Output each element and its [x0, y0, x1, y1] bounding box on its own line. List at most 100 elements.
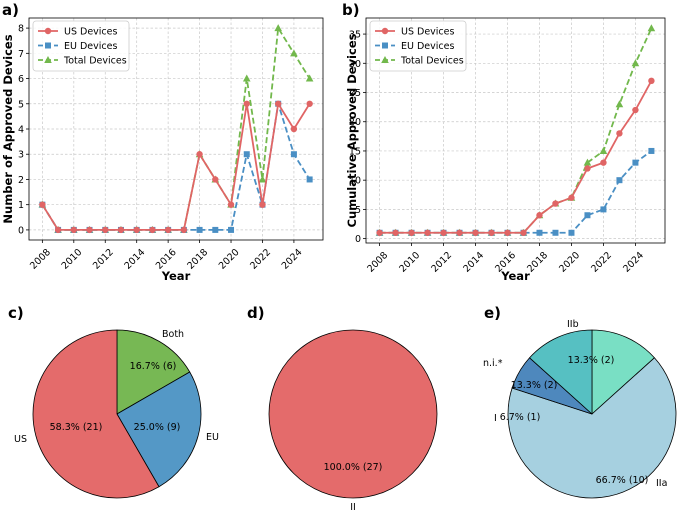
- pie-category-label: Both: [162, 329, 184, 340]
- y-tick-label: 5: [18, 99, 24, 110]
- line-chart-b: 2008 2010 2012 2014 2016 2018 2020 2022 20240510…: [345, 17, 666, 283]
- data-point-circle: [149, 226, 156, 234]
- data-point-triangle: [290, 49, 298, 57]
- data-point-circle: [259, 201, 266, 208]
- y-tick-label: 35: [349, 30, 361, 41]
- data-point-circle: [243, 100, 250, 107]
- legend-box: [32, 20, 130, 72]
- data-point-circle: [290, 125, 298, 133]
- pie-slice-us: [32, 329, 160, 499]
- series-line-us-devices: [379, 80, 653, 234]
- legend-label: US Devices: [401, 27, 454, 38]
- data-point-circle: [196, 151, 203, 158]
- data-point-circle: [212, 176, 219, 183]
- data-point-circle: [39, 201, 46, 208]
- y-axis-title: Cumulative Approved Devices: [345, 33, 359, 227]
- x-tick-label: 2008: [28, 247, 53, 272]
- data-point-circle: [392, 229, 399, 236]
- y-tick-label: 2: [18, 175, 24, 186]
- data-point-circle: [488, 229, 495, 236]
- panel-label-b: b): [342, 1, 360, 19]
- legend-box: [369, 20, 467, 72]
- legend-label: EU Devices: [64, 41, 117, 52]
- data-point-triangle: [631, 59, 640, 67]
- x-tick-label: 2014: [461, 250, 486, 275]
- data-point-square: [552, 229, 559, 236]
- data-point-circle: [472, 229, 479, 236]
- series-line-us-devices: [41, 102, 311, 231]
- data-point-circle: [381, 27, 389, 35]
- x-axis-title: Year: [161, 269, 191, 283]
- legend-label: Total Devices: [400, 56, 464, 67]
- data-point-circle: [568, 194, 575, 201]
- panel-label-a: a): [2, 1, 19, 19]
- pie-slice-both: [116, 329, 191, 415]
- panel-label-e: e): [484, 304, 501, 322]
- data-point-triangle: [599, 146, 608, 154]
- pie-chart-e: 13.3% (2) IIb 66.7% (10) IIa 6.7% (1)I 13.3% …: [483, 319, 677, 499]
- x-tick-label: 2020: [217, 247, 242, 272]
- y-tick-label: 10: [349, 176, 361, 187]
- data-point-circle: [164, 226, 172, 234]
- pie-percent-label: 13.3% (2): [568, 355, 615, 366]
- data-point-triangle: [615, 100, 624, 108]
- y-tick-label: 7: [18, 49, 24, 60]
- data-point-square: [632, 159, 639, 166]
- data-point-square: [536, 229, 543, 236]
- data-point-square: [243, 151, 250, 158]
- data-point-circle: [86, 226, 93, 234]
- pie-category-label: n.i.*: [483, 358, 503, 369]
- y-tick-label: 6: [18, 74, 24, 85]
- y-tick-label: 30: [349, 59, 361, 70]
- x-tick-label: 2012: [91, 247, 116, 272]
- y-tick-label: 0: [355, 234, 361, 245]
- pie-chart-c: 16.7% (6) Both 25.0% (9) EU 58.3% (21) US: [14, 329, 219, 499]
- data-point-circle: [408, 229, 415, 236]
- data-point-square: [290, 151, 297, 158]
- y-tick-label: 1: [18, 200, 24, 211]
- y-tick-label: 8: [18, 24, 24, 35]
- pie-percent-label: 16.7% (6): [130, 361, 177, 372]
- panel-label-c: c): [8, 304, 24, 322]
- data-point-circle: [274, 100, 282, 107]
- data-point-circle: [504, 229, 511, 236]
- pie-chart-d: 100.0% (27) II: [268, 329, 438, 513]
- pie-category-label: IIa: [656, 478, 667, 489]
- panel-label-d: d): [247, 304, 265, 322]
- pie-percent-label: 66.7% (10): [596, 475, 649, 486]
- pie-slice-iib: [591, 329, 655, 415]
- data-point-circle: [520, 229, 527, 236]
- data-point-square: [196, 226, 203, 233]
- data-point-circle: [102, 226, 109, 234]
- data-point-square: [212, 226, 219, 233]
- data-point-circle: [600, 159, 607, 166]
- data-point-triangle: [583, 158, 592, 166]
- data-point-square: [382, 42, 388, 49]
- legend-label: EU Devices: [401, 41, 454, 52]
- y-tick-label: 20: [349, 117, 361, 128]
- data-point-square: [584, 212, 591, 219]
- data-point-circle: [376, 229, 383, 236]
- legend-label: US Devices: [64, 27, 117, 38]
- series-line-eu-devices: [41, 102, 311, 231]
- data-point-circle: [536, 212, 543, 219]
- x-tick-label: 2024: [280, 247, 305, 272]
- data-point-circle: [616, 130, 623, 137]
- data-point-circle: [180, 226, 188, 234]
- data-point-square: [568, 229, 575, 236]
- data-point-circle: [44, 27, 52, 35]
- pie-slice-iia: [507, 357, 677, 499]
- pie-slice-ii: [268, 329, 438, 499]
- x-axis-title: Year: [500, 269, 530, 283]
- x-tick-label: 2014: [122, 247, 147, 272]
- pie-percent-label: 13.3% (2): [511, 380, 558, 391]
- legend-label: Total Devices: [63, 56, 127, 67]
- data-point-triangle: [258, 175, 267, 183]
- data-point-circle: [117, 226, 125, 234]
- x-tick-label: 2022: [589, 250, 614, 275]
- data-point-circle: [133, 226, 140, 234]
- data-point-square: [228, 226, 235, 233]
- data-point-square: [45, 42, 51, 49]
- data-point-circle: [227, 201, 235, 208]
